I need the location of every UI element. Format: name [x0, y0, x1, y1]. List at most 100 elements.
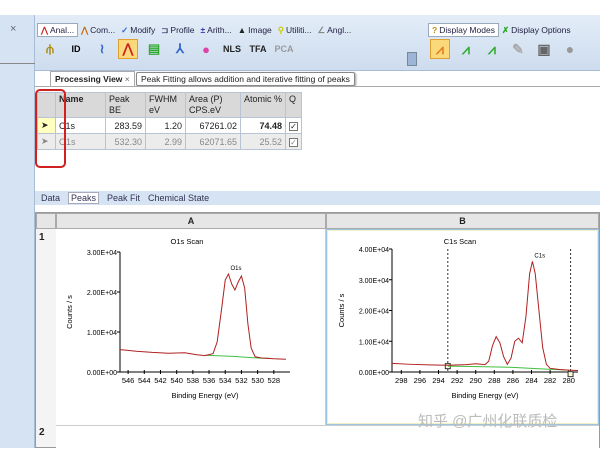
chemical-state-icon: ⅄ [176, 41, 184, 56]
close-tab-icon[interactable]: × [124, 74, 130, 84]
row-selector[interactable]: ➤ [37, 133, 56, 150]
id-tool-button[interactable]: ID [66, 39, 86, 59]
nls-tool-button[interactable]: NLS [222, 39, 242, 59]
tab-processing-view[interactable]: Processing View × [50, 71, 135, 86]
tfa-tool-button[interactable]: TFA [248, 39, 268, 59]
y-axis-label: Counts / s [65, 295, 74, 329]
quantify-tool-button[interactable]: ▤ [144, 39, 164, 59]
background-line [447, 365, 569, 371]
flask-icon: ● [202, 41, 210, 57]
column-header[interactable]: Area (P) CPS.eV [185, 92, 241, 118]
tab-label: Processing View [55, 74, 123, 84]
x-tick-label: 298 [395, 376, 408, 385]
nls-icon: NLS [223, 44, 241, 54]
chart-title: O1s Scan [171, 237, 204, 246]
cell-name: C1s [55, 117, 106, 134]
y-tick-label: 1.00E+04 [87, 330, 117, 337]
ribbon-tab-7[interactable]: ∠ Angl... [315, 23, 355, 37]
marker-handle[interactable] [567, 371, 574, 378]
toolbar: ⫛ ID ≀ ⋀ ▤ ⅄ ● NLS TFA PCA [40, 39, 294, 59]
row-header-1[interactable]: 1 [39, 232, 45, 243]
survey-id-icon: ⫛ [46, 41, 54, 56]
survey-id-tool-button[interactable]: ⫛ [40, 39, 60, 59]
options-icon: ✗ [501, 24, 510, 35]
display-stack-button[interactable]: ⩘ [482, 39, 502, 59]
ribbon-tab-label: Display Modes [439, 25, 495, 35]
column-header[interactable]: Atomic % [240, 92, 286, 118]
table-row[interactable]: ➤ O1s 532.30 2.99 62071.65 25.52 ✓ [37, 133, 302, 150]
ribbon-tab-0[interactable]: ? Display Modes [428, 23, 499, 37]
peak-label: O1s [230, 266, 241, 272]
column-header-b[interactable]: B [326, 213, 599, 229]
column-header[interactable]: Name [55, 92, 106, 118]
row-selector[interactable]: ➤ [37, 117, 56, 134]
tab-peak-fit[interactable]: Peak Fit [107, 193, 141, 203]
utilities-icon: ⚲ [277, 24, 285, 35]
column-header[interactable]: Peak BE [105, 92, 146, 118]
ribbon-tab-3[interactable]: ⊐ Profile [158, 23, 197, 37]
cell-a1[interactable] [56, 229, 326, 425]
close-panel-button[interactable]: × [10, 23, 17, 35]
tab-chemical-state[interactable]: Chemical State [148, 193, 210, 203]
x-tick-label: 296 [414, 376, 427, 385]
ribbon-tab-6[interactable]: ⚲ Utiliti... [275, 23, 315, 37]
peak-id-icon: ≀ [99, 41, 105, 56]
display-overlay-icon: ⩘ [462, 40, 470, 57]
cell-atomic: 25.52 [240, 133, 286, 150]
column-header[interactable]: FWHM eV [145, 92, 186, 118]
cell-area: 62071.65 [185, 133, 241, 150]
image-icon: ▲ [237, 25, 247, 35]
ribbon-tab-2[interactable]: ✓ Modify [118, 23, 158, 37]
display-spectrum-button[interactable]: ⩘ [430, 39, 450, 59]
chart-c1s: C1s Scan 298 296 294 292 290 288 286 284 282 280 0.… [337, 237, 579, 400]
q-checkbox[interactable]: ✓ [289, 121, 298, 131]
compare-icon: ⋀ [81, 24, 89, 35]
divider [0, 63, 35, 64]
cell-be: 283.59 [105, 117, 146, 134]
display-toolbar: ⩘ ⩘ ⩘ ✎ ▣ ● [430, 39, 580, 59]
column-header-a[interactable]: A [56, 213, 326, 229]
ribbon-tab-label: Utiliti... [286, 25, 312, 35]
peak-fit-tool-button[interactable]: ⋀ [118, 39, 138, 59]
flask-tool-button[interactable]: ● [196, 39, 216, 59]
quantify-icon: ▤ [147, 41, 161, 56]
cell-b1[interactable] [326, 229, 599, 425]
column-header[interactable]: Q [285, 92, 302, 118]
ribbon-tab-4[interactable]: ± Arith... [198, 23, 235, 37]
q-checkbox[interactable]: ✓ [289, 137, 298, 147]
display-3d-button[interactable]: ✎ [508, 39, 528, 59]
ribbon-tab-1[interactable]: ⋀ Com... [78, 23, 118, 37]
peak-label: C1s [534, 253, 545, 259]
tab-data[interactable]: Data [41, 193, 61, 203]
x-tick-label: 538 [187, 376, 200, 385]
cell-q: ✓ [285, 133, 302, 150]
chemical-state-tool-button[interactable]: ⅄ [170, 39, 190, 59]
bottom-tabs: Data Peaks Peak Fit Chemical State [35, 191, 600, 205]
display-overlay-button[interactable]: ⩘ [456, 39, 476, 59]
left-panel: × [0, 15, 35, 448]
ribbon-tabs-right: ? Display Modes ✗ Display Options [428, 23, 574, 37]
row-2[interactable] [56, 425, 599, 449]
display-stack-icon: ⩘ [488, 40, 496, 57]
ribbon-tab-1[interactable]: ✗ Display Options [499, 23, 574, 37]
pca-tool-button[interactable]: PCA [274, 39, 294, 59]
peak-id-tool-button[interactable]: ≀ [92, 39, 112, 59]
arithmetic-icon: ± [200, 25, 206, 35]
ribbon-scroll-button[interactable] [407, 52, 417, 66]
x-tick-label: 546 [122, 376, 135, 385]
peak-fit-icon: ⋀ [122, 41, 134, 56]
x-tick-label: 280 [562, 376, 575, 385]
highlight-box [35, 89, 66, 168]
display-globe-button[interactable]: ● [560, 39, 580, 59]
ribbon-tab-0[interactable]: ⋀ Anal... [37, 23, 79, 37]
display-map-button[interactable]: ▣ [534, 39, 554, 59]
table-row[interactable]: ➤ C1s 283.59 1.20 67261.02 74.48 ✓ [37, 117, 302, 134]
row-marker-icon: ➤ [41, 120, 49, 130]
ribbon-tab-5[interactable]: ▲ Image [235, 23, 275, 37]
x-tick-label: 532 [235, 376, 248, 385]
spectra-grid: A B 1 2 [35, 212, 600, 449]
tab-peaks[interactable]: Peaks [68, 192, 100, 204]
row-header-2[interactable]: 2 [39, 427, 45, 438]
cell-q: ✓ [285, 117, 302, 134]
ribbon-tab-label: Anal... [49, 25, 75, 35]
